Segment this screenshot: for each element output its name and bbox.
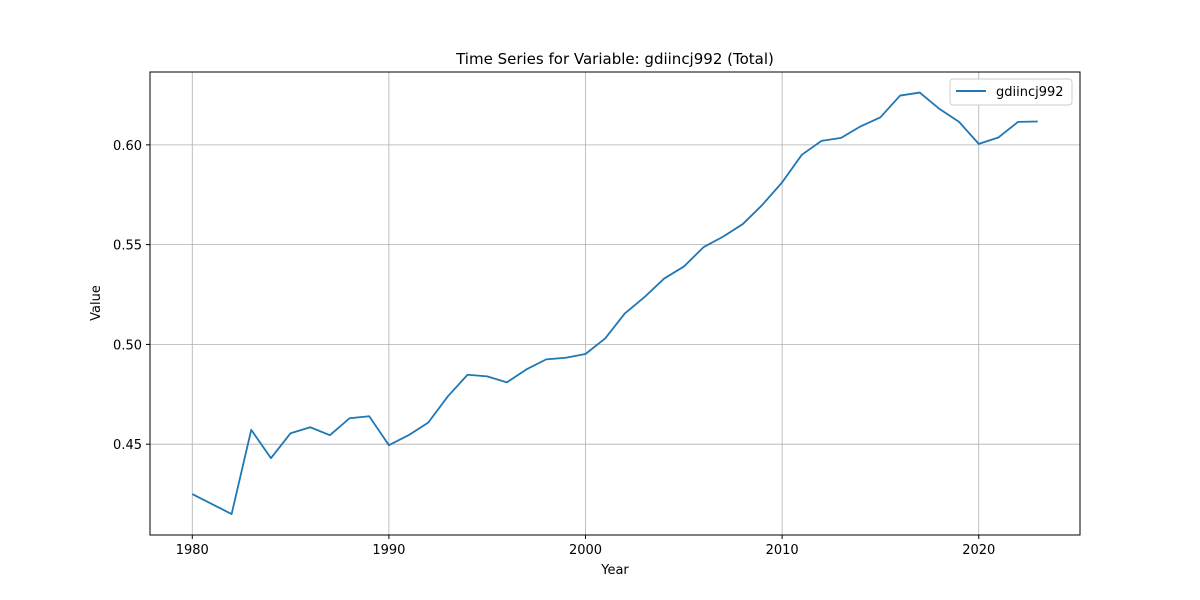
- x-tick-label: 2000: [569, 543, 602, 558]
- x-tick-label: 1980: [176, 543, 209, 558]
- legend-box: [949, 78, 1073, 106]
- plot-frame: [149, 71, 1081, 536]
- series-line-gdiincj992: [191, 91, 1038, 515]
- y-tick-label: 0.60: [113, 139, 142, 154]
- x-tick-label: 1990: [372, 543, 405, 558]
- x-tick-label: 2020: [962, 543, 995, 558]
- legend: gdiincj992: [949, 78, 1073, 106]
- y-tick-label: 0.50: [113, 338, 142, 353]
- chart-title: Time Series for Variable: gdiincj992 (To…: [455, 50, 774, 68]
- series-layer: [191, 91, 1038, 515]
- y-tick-label: 0.45: [113, 438, 142, 453]
- grid: [150, 72, 1080, 535]
- y-tick-label: 0.55: [113, 239, 142, 254]
- legend-label: gdiincj992: [996, 85, 1064, 100]
- y-axis: 0.45 0.50 0.55 0.60: [113, 139, 150, 453]
- y-axis-label: Value: [89, 285, 104, 321]
- x-tick-label: 2010: [766, 543, 799, 558]
- x-axis-label: Year: [600, 563, 629, 578]
- x-axis: 1980 1990 2000 2010 2020: [176, 535, 995, 558]
